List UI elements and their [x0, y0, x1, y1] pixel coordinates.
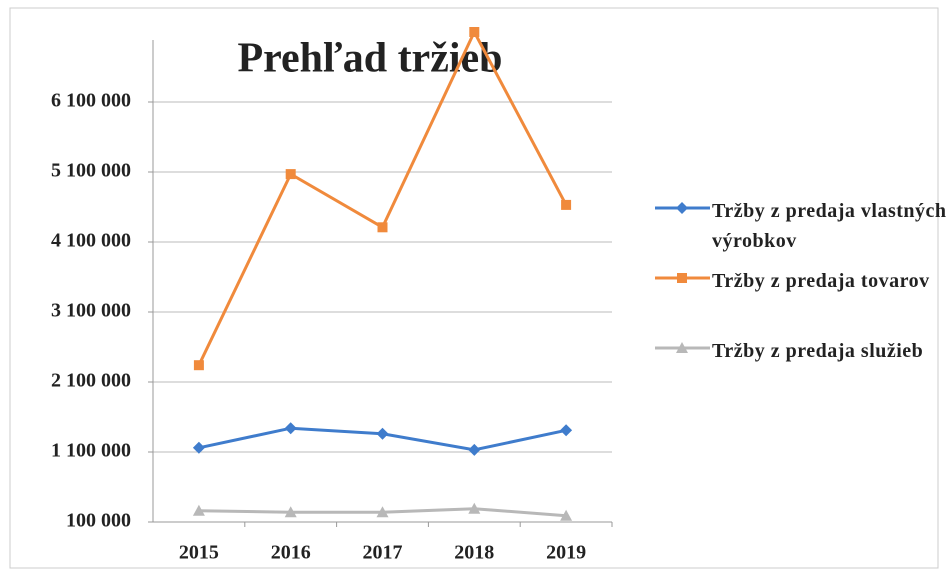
marker: [676, 342, 688, 353]
chart-border: [9, 7, 939, 569]
legend-entry: Tržby z predaja vlastných výrobkov: [712, 200, 947, 252]
y-tick-label: 6 100 000: [51, 90, 131, 112]
x-tick-label: 2019: [546, 542, 586, 564]
marker: [376, 506, 389, 518]
marker: [377, 222, 388, 233]
marker: [284, 506, 297, 518]
marker: [284, 422, 297, 435]
y-tick-label: 100 000: [66, 510, 131, 532]
marker: [677, 273, 687, 283]
marker: [468, 443, 481, 456]
x-tick-label: 2015: [179, 542, 219, 564]
marker: [285, 169, 296, 180]
y-tick-label: 1 100 000: [51, 440, 131, 462]
legend-entry: Tržby z predaja tovarov: [712, 270, 930, 292]
y-tick-label: 3 100 000: [51, 300, 131, 322]
y-tick-label: 4 100 000: [51, 230, 131, 252]
marker: [192, 504, 205, 516]
x-tick-label: 2017: [363, 542, 403, 564]
marker: [376, 427, 389, 440]
series-line: [197, 28, 568, 366]
chart-title: Prehľad tržieb: [237, 36, 502, 82]
marker: [560, 424, 573, 437]
marker: [469, 27, 480, 37]
marker: [676, 202, 688, 214]
x-tick-label: 2016: [271, 542, 311, 564]
legend-entry: Tržby z predaja služieb: [712, 340, 924, 362]
marker: [468, 502, 481, 514]
marker: [561, 199, 572, 210]
marker: [192, 441, 205, 454]
marker: [193, 360, 204, 371]
y-tick-label: 2 100 000: [51, 370, 131, 392]
marker: [560, 509, 573, 521]
x-tick-label: 2018: [454, 542, 494, 564]
y-tick-label: 5 100 000: [51, 160, 131, 182]
